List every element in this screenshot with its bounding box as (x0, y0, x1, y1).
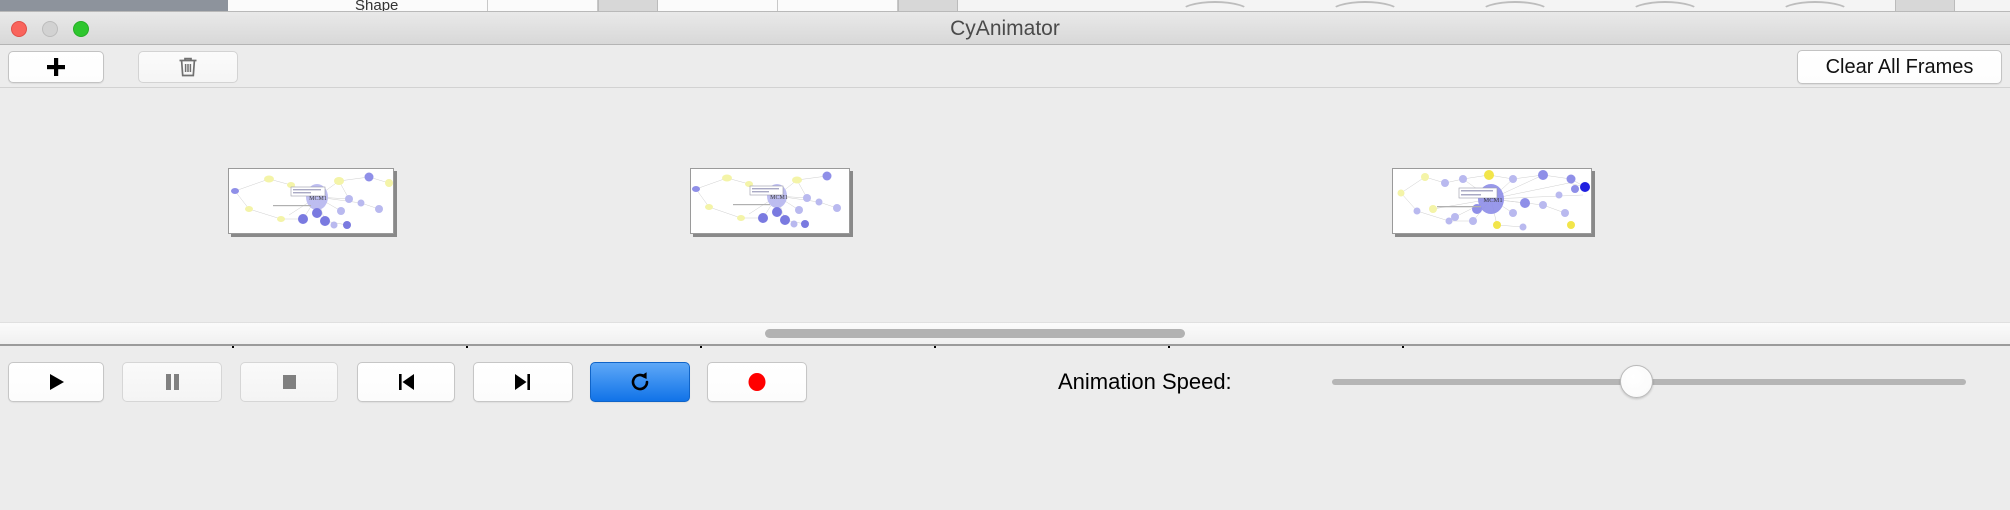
skip-to-end-button[interactable] (473, 362, 573, 402)
close-button[interactable] (11, 21, 27, 37)
record-button[interactable] (707, 362, 807, 402)
stop-button[interactable] (240, 362, 338, 402)
loop-icon (628, 370, 652, 394)
plus-icon (44, 55, 68, 79)
frame-center-node-label: MCM1 (770, 195, 788, 201)
frame-center-node-label: MCM1 (1483, 197, 1502, 204)
background-cell (363, 0, 488, 11)
maximize-button[interactable] (73, 21, 89, 37)
skip-back-icon (395, 371, 417, 393)
delete-frame-button[interactable] (138, 51, 238, 83)
frame-center-node-label: MCM1 (309, 196, 327, 202)
stop-icon (279, 371, 299, 393)
background-cell (488, 0, 598, 11)
frame-toolbar: Clear All Frames (0, 45, 2010, 88)
background-arc (1630, 1, 1700, 11)
timeline-panel[interactable]: MCM1 (0, 88, 2010, 408)
clear-all-frames-label: Clear All Frames (1825, 55, 1974, 78)
playback-control-bar: Animation Speed: (0, 348, 2010, 510)
pause-icon (162, 371, 182, 393)
frame-thumbnail[interactable]: MCM1 (690, 168, 850, 234)
background-arc (1330, 1, 1400, 11)
background-gray-cell (598, 0, 658, 11)
background-column-label: Shape (355, 0, 399, 12)
background-cell (778, 0, 898, 11)
background-arc (1180, 1, 1250, 11)
trash-icon (177, 55, 199, 79)
animation-speed-slider[interactable] (1332, 365, 1966, 398)
minimize-button[interactable] (42, 21, 58, 37)
pause-button[interactable] (122, 362, 222, 402)
skip-to-start-button[interactable] (357, 362, 455, 402)
background-app-strip: Shape (0, 0, 2010, 12)
background-cell (228, 0, 363, 11)
timeline-scrollbar-track[interactable] (0, 322, 2010, 346)
loop-button[interactable] (590, 362, 690, 402)
background-cell (658, 0, 778, 11)
background-gray-cell (898, 0, 958, 11)
window-title: CyAnimator (950, 17, 1060, 40)
background-arc (1780, 1, 1850, 11)
add-frame-button[interactable] (8, 51, 104, 83)
background-gray-cell (1895, 0, 1955, 11)
frame-thumbnail[interactable]: MCM1 (1392, 168, 1592, 234)
window-titlebar: CyAnimator (0, 12, 2010, 45)
record-icon (745, 370, 769, 394)
timeline-scrollbar-thumb[interactable] (765, 329, 1185, 338)
play-button[interactable] (8, 362, 104, 402)
clear-all-frames-button[interactable]: Clear All Frames (1797, 50, 2002, 84)
skip-forward-icon (512, 371, 534, 393)
animation-speed-label: Animation Speed: (1058, 369, 1232, 394)
background-dark-cell (0, 0, 228, 11)
frame-thumbnail[interactable]: MCM1 (228, 168, 394, 234)
slider-knob[interactable] (1620, 365, 1653, 398)
background-arc (1480, 1, 1550, 11)
play-icon (45, 371, 67, 393)
